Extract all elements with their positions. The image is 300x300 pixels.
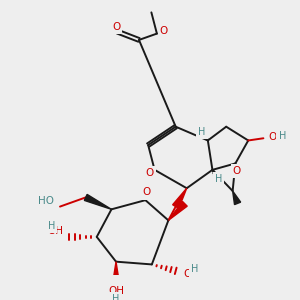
Text: O: O (143, 188, 151, 197)
Text: OH: OH (268, 132, 284, 142)
Polygon shape (84, 194, 111, 209)
Text: H: H (48, 221, 56, 231)
Text: O: O (112, 22, 120, 32)
Text: O: O (160, 26, 168, 36)
Text: OH: OH (183, 268, 200, 279)
Text: HO: HO (38, 196, 54, 206)
Text: OH: OH (108, 286, 124, 296)
Polygon shape (232, 191, 241, 205)
Text: OH: OH (48, 226, 64, 236)
Text: O: O (146, 168, 154, 178)
Text: H: H (112, 294, 120, 300)
Text: H: H (215, 174, 222, 184)
Text: H: H (198, 127, 206, 137)
Text: O: O (232, 166, 241, 176)
Text: H: H (278, 130, 286, 140)
Text: H: H (191, 265, 198, 275)
Polygon shape (168, 202, 187, 220)
Polygon shape (113, 262, 119, 283)
Polygon shape (172, 188, 187, 208)
